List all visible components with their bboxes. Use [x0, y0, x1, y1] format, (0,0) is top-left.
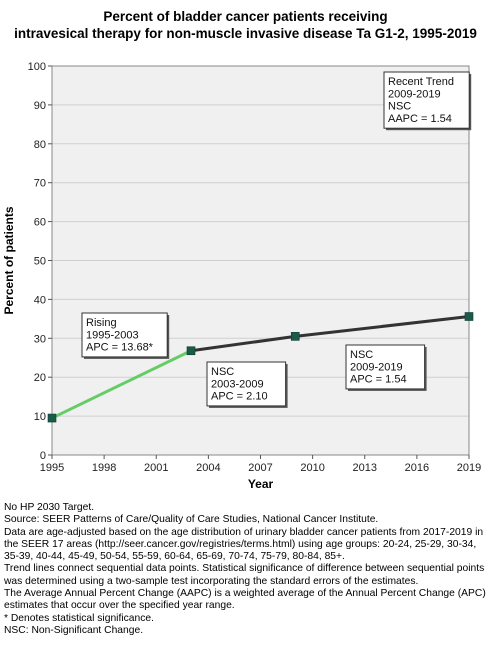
note-nsc: NSC: Non-Significant Change.: [4, 624, 144, 636]
note-trend-lines: Trend lines connect sequential data poin…: [4, 563, 485, 587]
annotation-line-2: 2009-2019: [350, 361, 403, 373]
y-tick-label-60: 60: [34, 217, 46, 229]
annotation-frame: [206, 361, 287, 407]
y-axis-label: Percent of patients: [2, 206, 16, 314]
line-chart: 0 10 20 30 40 50 60 70 80 90 100 1995 1998 2001 2004 20…: [2, 61, 481, 491]
x-tick-label-2007: 2007: [248, 462, 272, 474]
annotation-line-3: APC = 1.54: [350, 374, 407, 386]
annotation-line-2: 2009-2019: [388, 88, 441, 100]
annotation-line-1: Rising: [86, 317, 117, 329]
y-tick-label-70: 70: [34, 178, 46, 190]
note-age-adjustment: Data are age-adjusted based on the age d…: [4, 526, 484, 563]
y-tick-label-50: 50: [34, 256, 46, 268]
x-tick-label-2016: 2016: [405, 462, 429, 474]
x-tick-label-2010: 2010: [300, 462, 324, 474]
x-tick-label-2004: 2004: [196, 462, 220, 474]
annotation-line-3: APC = 13.68*: [86, 342, 154, 354]
data-point-2003: [186, 346, 196, 356]
trend-segment-2: [189, 334, 297, 353]
annotation-line-1: NSC: [350, 349, 373, 361]
trend-segment-3: [293, 315, 471, 338]
annotation-frame: [81, 312, 168, 358]
footnotes: No HP 2030 Target. Source: SEER Patterns…: [4, 502, 488, 637]
note-target: No HP 2030 Target.: [4, 502, 95, 513]
annotation-frame: [383, 71, 470, 129]
x-tick-label-2001: 2001: [144, 462, 168, 474]
note-significance: * Denotes statistical significance.: [4, 612, 154, 624]
chart-title: Percent of bladder cancer patients recei…: [0, 8, 491, 42]
x-tick-label-1998: 1998: [92, 462, 116, 474]
x-tick-label-2019: 2019: [457, 462, 481, 474]
annotation-frame: [345, 344, 426, 390]
y-tick-label-30: 30: [34, 333, 46, 345]
y-tick-label-10: 10: [34, 411, 46, 423]
y-tick-label-100: 100: [28, 61, 46, 73]
annotation-line-2: 2003-2009: [211, 378, 264, 390]
annotation-line-1: NSC: [211, 366, 234, 378]
note-source: Source: SEER Patterns of Care/Quality of…: [4, 514, 379, 526]
x-tick-label-2013: 2013: [353, 462, 377, 474]
annotation-line-3: NSC: [388, 101, 411, 113]
trend-segment-1: [50, 349, 193, 420]
annotation-line-2: 1995-2003: [86, 329, 139, 341]
y-tick-label-80: 80: [34, 139, 46, 151]
data-point-2009: [290, 332, 300, 341]
y-tick-label-40: 40: [34, 294, 46, 306]
chart-title-line-1: Percent of bladder cancer patients recei…: [103, 9, 388, 24]
data-point-2019: [464, 312, 474, 321]
y-tick-label-90: 90: [34, 100, 46, 112]
annotation-line-1: Recent Trend: [388, 76, 454, 88]
annotation-line-4: AAPC = 1.54: [388, 113, 452, 125]
x-axis-label: Year: [248, 477, 274, 491]
annotation-line-3: APC = 2.10: [211, 391, 268, 403]
x-tick-label-1995: 1995: [40, 462, 64, 474]
note-aapc: The Average Annual Percent Change (AAPC)…: [4, 588, 486, 612]
y-tick-label-20: 20: [34, 372, 46, 384]
data-point-1995: [47, 413, 57, 423]
chart-title-line-2: intravesical therapy for non-muscle inva…: [14, 26, 477, 41]
y-tick-label-0: 0: [40, 450, 46, 462]
